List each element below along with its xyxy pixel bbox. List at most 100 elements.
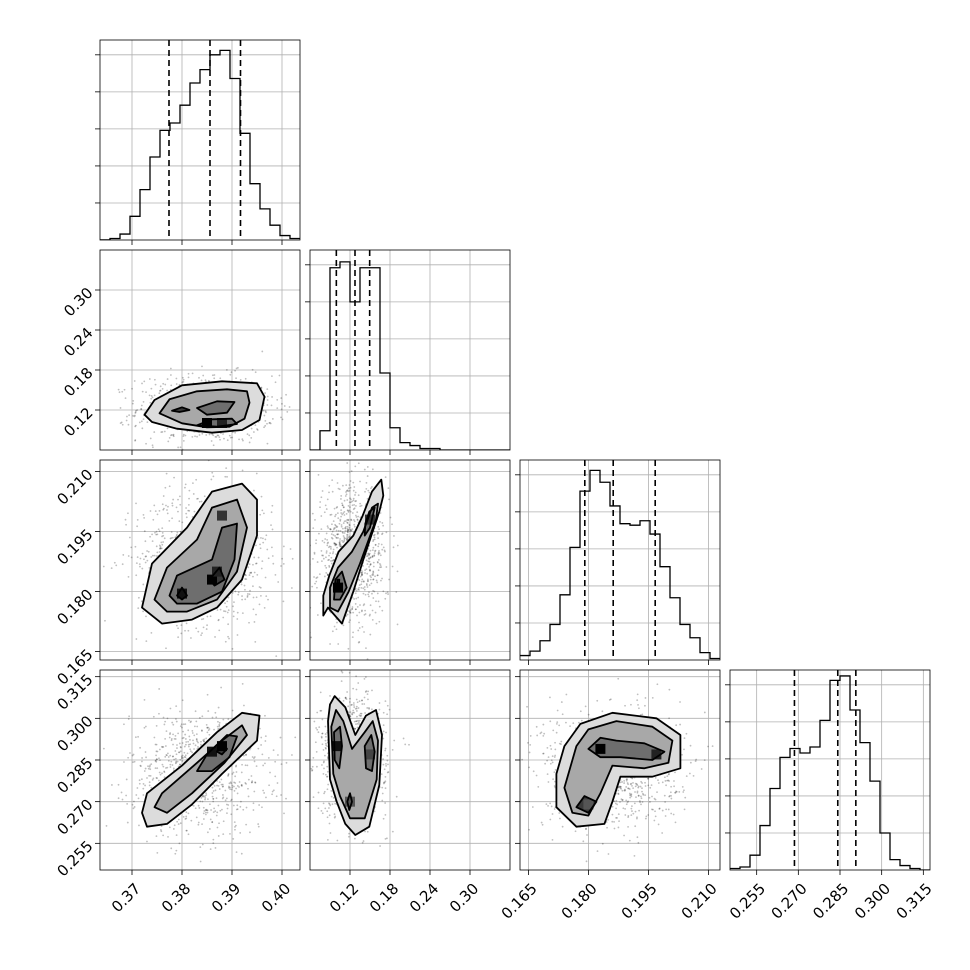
scatter-point	[182, 440, 185, 442]
scatter-point	[175, 834, 178, 836]
scatter-point	[338, 488, 341, 491]
scatter-point	[387, 771, 390, 773]
scatter-point	[372, 578, 375, 581]
scatter-point	[665, 808, 668, 811]
scatter-point	[153, 431, 156, 433]
scatter-point	[149, 535, 151, 538]
scatter-point	[166, 427, 169, 430]
scatter-point	[198, 434, 201, 436]
scatter-point	[259, 547, 262, 550]
scatter-point	[351, 504, 354, 507]
scatter-point	[329, 643, 332, 645]
scatter-point	[137, 797, 140, 800]
scatter-point	[218, 781, 221, 784]
scatter-point	[317, 791, 320, 794]
scatter-point	[134, 424, 137, 427]
scatter-point	[282, 545, 285, 548]
scatter-point	[241, 763, 243, 766]
scatter-point	[179, 763, 182, 766]
scatter-point	[371, 555, 374, 558]
scatter-point	[219, 438, 221, 441]
scatter-point	[255, 544, 257, 547]
scatter-point	[146, 840, 148, 843]
scatter-point	[378, 528, 380, 531]
scatter-point	[339, 530, 342, 532]
scatter-point	[169, 434, 172, 437]
scatter-point	[360, 712, 363, 715]
scatter-point	[574, 830, 577, 833]
scatter-point	[372, 546, 375, 549]
scatter-point	[377, 553, 380, 556]
scatter-point	[361, 703, 364, 705]
scatter-point	[247, 566, 250, 569]
scatter-point	[331, 523, 333, 526]
scatter-point	[371, 574, 374, 576]
scatter-point	[206, 831, 209, 834]
scatter-point	[357, 719, 359, 722]
scatter-point	[291, 557, 294, 560]
scatter-point	[207, 798, 209, 800]
scatter-point	[182, 816, 185, 818]
scatter-point	[331, 537, 334, 540]
scatter-point	[344, 697, 347, 700]
scatter-point	[267, 757, 270, 759]
scatter-point	[329, 552, 332, 555]
scatter-point	[321, 732, 324, 735]
scatter-point	[352, 481, 355, 484]
scatter-point	[172, 828, 175, 830]
scatter-point	[383, 549, 386, 552]
scatter-point	[217, 434, 220, 437]
scatter-point	[182, 756, 185, 759]
scatter-point	[214, 636, 216, 638]
pair-panel-1-2	[305, 459, 511, 665]
scatter-point	[324, 739, 327, 742]
scatter-point	[192, 482, 194, 485]
scatter-point	[235, 764, 238, 767]
scatter-point	[369, 578, 372, 581]
scatter-point	[169, 732, 172, 734]
scatter-point	[386, 771, 389, 774]
scatter-point	[195, 816, 198, 819]
scatter-point	[348, 471, 351, 473]
scatter-point	[254, 781, 257, 784]
scatter-point	[223, 437, 225, 440]
scatter-point	[326, 788, 329, 791]
scatter-point	[334, 815, 337, 818]
scatter-point	[354, 727, 357, 730]
scatter-point	[194, 744, 197, 747]
scatter-point	[319, 709, 322, 712]
scatter-point	[141, 757, 143, 759]
scatter-point	[138, 421, 141, 424]
scatter-point	[130, 556, 133, 559]
scatter-point	[211, 374, 214, 377]
scatter-point	[155, 835, 158, 838]
scatter-point	[201, 432, 204, 435]
scatter-point	[262, 764, 265, 767]
scatter-point	[359, 712, 362, 715]
scatter-point	[281, 418, 284, 421]
scatter-point	[312, 557, 314, 560]
scatter-point	[339, 518, 342, 521]
scatter-point	[201, 800, 204, 803]
scatter-point	[342, 506, 345, 509]
scatter-point	[266, 442, 269, 445]
scatter-point	[312, 796, 315, 798]
scatter-point	[250, 775, 253, 777]
scatter-point	[256, 428, 258, 430]
scatter-point	[254, 424, 257, 427]
scatter-point	[188, 489, 191, 492]
scatter-point	[288, 406, 291, 408]
scatter-point	[367, 580, 369, 583]
scatter-point	[358, 586, 360, 589]
scatter-point	[384, 597, 387, 600]
scatter-point	[245, 823, 248, 826]
scatter-point	[376, 574, 379, 577]
scatter-point	[305, 547, 307, 549]
scatter-point	[355, 688, 358, 691]
histogram-panel-2	[515, 459, 721, 665]
scatter-point	[146, 550, 148, 552]
scatter-point	[232, 837, 235, 840]
scatter-point	[239, 378, 242, 381]
scatter-point	[150, 387, 153, 390]
scatter-point	[285, 797, 287, 800]
